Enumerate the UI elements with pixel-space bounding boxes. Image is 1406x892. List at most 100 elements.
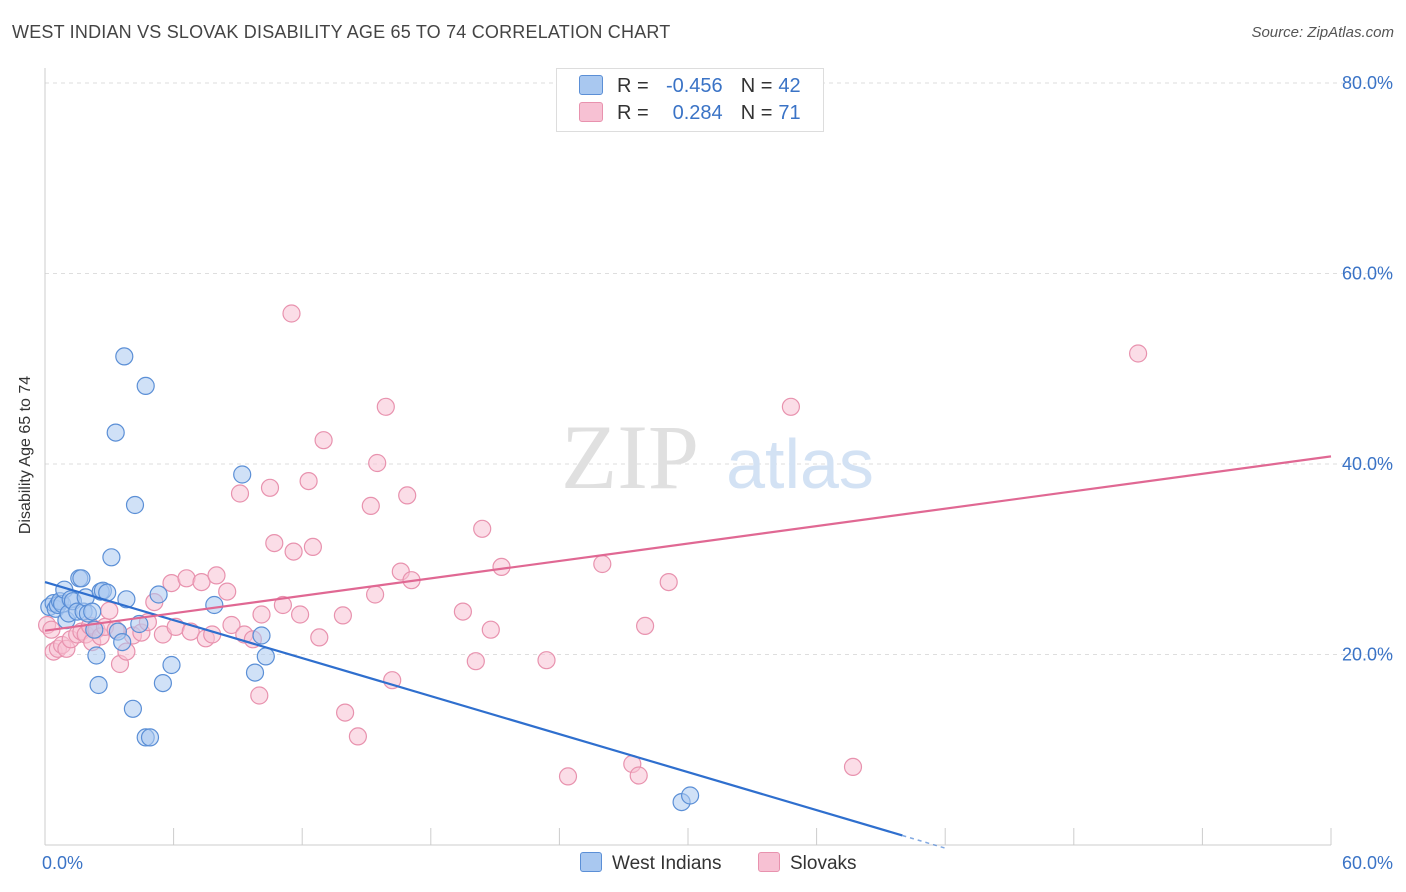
west-indians-point-39 (205, 595, 224, 615)
west-indians-point-30 (123, 699, 142, 718)
west-indians-point-33 (136, 376, 155, 395)
west-indians-point-24 (102, 548, 121, 567)
west-indians-trendline-extension (902, 834, 946, 849)
watermark-atlas: atlas (726, 425, 874, 503)
source-label: Source: ZipAtlas.com (1251, 24, 1394, 41)
slovaks-point-63 (481, 620, 500, 639)
west-indians-point-42 (252, 626, 271, 645)
watermark: ZIP atlas (561, 406, 874, 508)
slovaks-point-43 (284, 542, 303, 561)
n-label: N = (740, 102, 773, 124)
slovaks-point-50 (336, 703, 355, 722)
slovaks-point-31 (207, 566, 226, 585)
slovaks-point-51 (348, 727, 367, 746)
slovaks-point-61 (466, 652, 485, 671)
y-tick-label-40: 40.0% (1342, 454, 1393, 474)
r-value-west-indians: -0.456 (665, 75, 723, 97)
slovaks-point-15 (100, 601, 119, 620)
slovaks-swatch (579, 102, 603, 122)
west-indians-point-38 (162, 655, 181, 675)
legend-label-slovaks: Slovaks (790, 853, 857, 874)
r-label: R = (617, 75, 649, 97)
slovaks-point-42 (282, 304, 301, 323)
slovaks-point-37 (252, 605, 271, 624)
west-indians-legend-swatch (580, 852, 602, 872)
legend-row-slovaks: R = 0.284 N = 71 (579, 102, 808, 126)
slovaks-point-60 (453, 602, 472, 621)
slovaks-point-62 (473, 519, 492, 538)
west-indians-point-19 (87, 646, 106, 665)
slovaks-point-55 (376, 397, 395, 416)
west-indians-point-27 (113, 632, 132, 652)
slovaks-point-74 (843, 757, 863, 777)
west-indians-point-36 (149, 585, 168, 604)
west-indians-point-35 (140, 728, 160, 747)
slovaks-point-54 (368, 453, 387, 473)
slovaks-point-48 (314, 431, 333, 450)
west-indians-point-13 (72, 569, 91, 588)
chart-title: WEST INDIAN VS SLOVAK DISABILITY AGE 65 … (12, 22, 671, 42)
west-indians-point-32 (130, 614, 149, 634)
slovaks-point-49 (333, 606, 352, 625)
slovaks-point-75 (1128, 344, 1148, 363)
y-tick-label-80: 80.0% (1342, 73, 1393, 93)
legend-row-west-indians: R = -0.456 N = 42 (579, 75, 808, 99)
slovaks-point-26 (177, 569, 196, 588)
slovaks-point-70 (635, 616, 655, 636)
west-indians-point-45 (680, 786, 700, 805)
west-indians-point-28 (115, 347, 134, 366)
slovaks-point-72 (781, 397, 801, 416)
west-indians-point-25 (106, 423, 125, 442)
west-indians-point-37 (153, 673, 172, 693)
slovaks-point-45 (299, 472, 318, 491)
legend-item-slovaks[interactable]: Slovaks (758, 852, 857, 875)
x-tick-labels: 0.0% 60.0% (42, 853, 1393, 873)
slovaks-point-58 (398, 486, 417, 505)
series-legend: West Indians Slovaks (0, 852, 1406, 876)
series-west-indians-points (40, 347, 700, 812)
slovaks-point-67 (593, 554, 612, 574)
legend-label-west-indians: West Indians (612, 853, 722, 874)
west-indians-trendline (44, 581, 903, 837)
x-tick-label-max: 60.0% (1342, 853, 1393, 873)
trendlines (44, 455, 1332, 849)
slovaks-point-53 (366, 585, 385, 604)
n-label: N = (740, 75, 773, 97)
west-indians-point-17 (83, 602, 102, 621)
y-tick-label-60: 60.0% (1342, 264, 1393, 284)
y-axis-label: Disability Age 65 to 74 (17, 375, 34, 535)
west-indians-swatch (579, 75, 603, 95)
slovaks-point-69 (629, 766, 648, 785)
legend-item-west-indians[interactable]: West Indians (580, 852, 721, 875)
slovaks-point-47 (310, 628, 329, 647)
axes (44, 68, 1332, 846)
r-label: R = (617, 102, 649, 124)
n-value-west-indians: 42 (778, 75, 801, 97)
west-indians-point-31 (125, 495, 145, 515)
slovaks-point-41 (273, 595, 292, 615)
slovaks-point-28 (192, 572, 211, 592)
x-tick-label-min: 0.0% (42, 853, 83, 873)
n-value-slovaks: 71 (778, 102, 801, 124)
slovaks-legend-swatch (758, 852, 780, 872)
slovaks-point-40 (265, 533, 284, 553)
slovaks-point-30 (203, 625, 222, 644)
slovaks-point-66 (558, 767, 578, 786)
slovaks-point-34 (230, 484, 250, 503)
gridlines (45, 82, 1392, 655)
slovaks-point-65 (537, 651, 556, 670)
slovaks-point-44 (291, 605, 310, 624)
y-tick-label-20: 20.0% (1342, 645, 1393, 665)
correlation-legend: R = -0.456 N = 42 R = 0.284 N = 71 (556, 68, 824, 132)
slovaks-point-33 (222, 615, 241, 635)
west-indians-point-20 (89, 675, 108, 695)
slovaks-trendline (44, 455, 1332, 632)
west-indians-point-40 (233, 465, 252, 484)
west-indians-point-43 (256, 647, 275, 666)
slovaks-point-32 (218, 582, 237, 601)
west-indians-point-29 (117, 590, 136, 609)
r-value-slovaks: 0.284 (672, 102, 723, 124)
slovaks-point-46 (303, 537, 322, 557)
west-indians-point-41 (245, 663, 265, 682)
slovaks-point-52 (361, 496, 380, 515)
